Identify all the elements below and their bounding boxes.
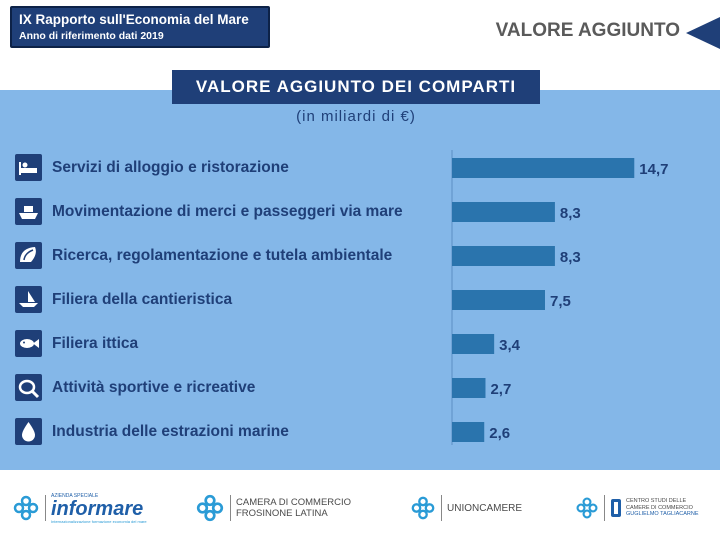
fish-icon xyxy=(15,330,42,357)
shell-icon xyxy=(15,242,42,269)
tagliacarne-logo: CENTRO STUDI DELLE CAMERE DI COMMERCIO G… xyxy=(575,492,699,524)
camera-commercio-logo: CAMERA DI COMMERCIO FROSINONE LATINA xyxy=(195,492,351,524)
bed-icon xyxy=(15,154,42,181)
category-label: Attività sportive e ricreative xyxy=(52,379,256,396)
camera-commercio-text: CAMERA DI COMMERCIO FROSINONE LATINA xyxy=(236,497,352,519)
category-label: Filiera ittica xyxy=(52,335,139,352)
chart-title: VALORE AGGIUNTO DEI COMPARTI xyxy=(172,70,540,104)
unioncamere-text: UNIONCAMERE xyxy=(447,502,523,514)
informare-logo: AZIENDA SPECIALE informare Internazional… xyxy=(12,492,147,524)
report-subtitle: Anno di riferimento dati 2019 xyxy=(19,30,164,42)
arrow-left-icon xyxy=(686,17,720,49)
footer: AZIENDA SPECIALE informare Internazional… xyxy=(0,470,720,540)
logo-divider xyxy=(45,495,46,521)
category-label: Movimentazione di merci e passeggeri via… xyxy=(52,203,403,220)
category-label: Ricerca, regolamentazione e tutela ambie… xyxy=(52,247,393,264)
ship-icon xyxy=(15,198,42,225)
flower-logo-icon xyxy=(576,497,598,519)
section-title: VALORE AGGIUNTO xyxy=(495,20,680,41)
category-label: Servizi di alloggio e ristorazione xyxy=(52,159,289,176)
sports-icon xyxy=(15,374,42,401)
report-title: IX Rapporto sull'Economia del Mare xyxy=(19,12,249,27)
tagliacarne-emblem-icon xyxy=(611,499,621,517)
category-label: Filiera della cantieristica xyxy=(52,291,233,308)
informare-wordmark: AZIENDA SPECIALE informare Internazional… xyxy=(51,492,147,524)
logo-divider xyxy=(441,495,442,521)
unioncamere-logo: UNIONCAMERE xyxy=(410,492,522,524)
logo-divider xyxy=(230,495,231,521)
tagliacarne-text: CENTRO STUDI DELLE CAMERE DI COMMERCIO G… xyxy=(626,498,699,518)
boat-icon xyxy=(15,286,42,313)
category-label: Industria delle estrazioni marine xyxy=(52,423,289,440)
flower-logo-icon xyxy=(411,496,435,520)
flower-logo-icon xyxy=(13,495,39,521)
report-header: IX Rapporto sull'Economia del Mare Anno … xyxy=(10,6,270,48)
chart-panel xyxy=(0,90,720,470)
flower-logo-icon xyxy=(196,494,224,522)
oil-drop-icon xyxy=(15,418,42,445)
logo-divider xyxy=(604,495,605,521)
chart-subtitle: (in miliardi di €) xyxy=(296,108,416,125)
